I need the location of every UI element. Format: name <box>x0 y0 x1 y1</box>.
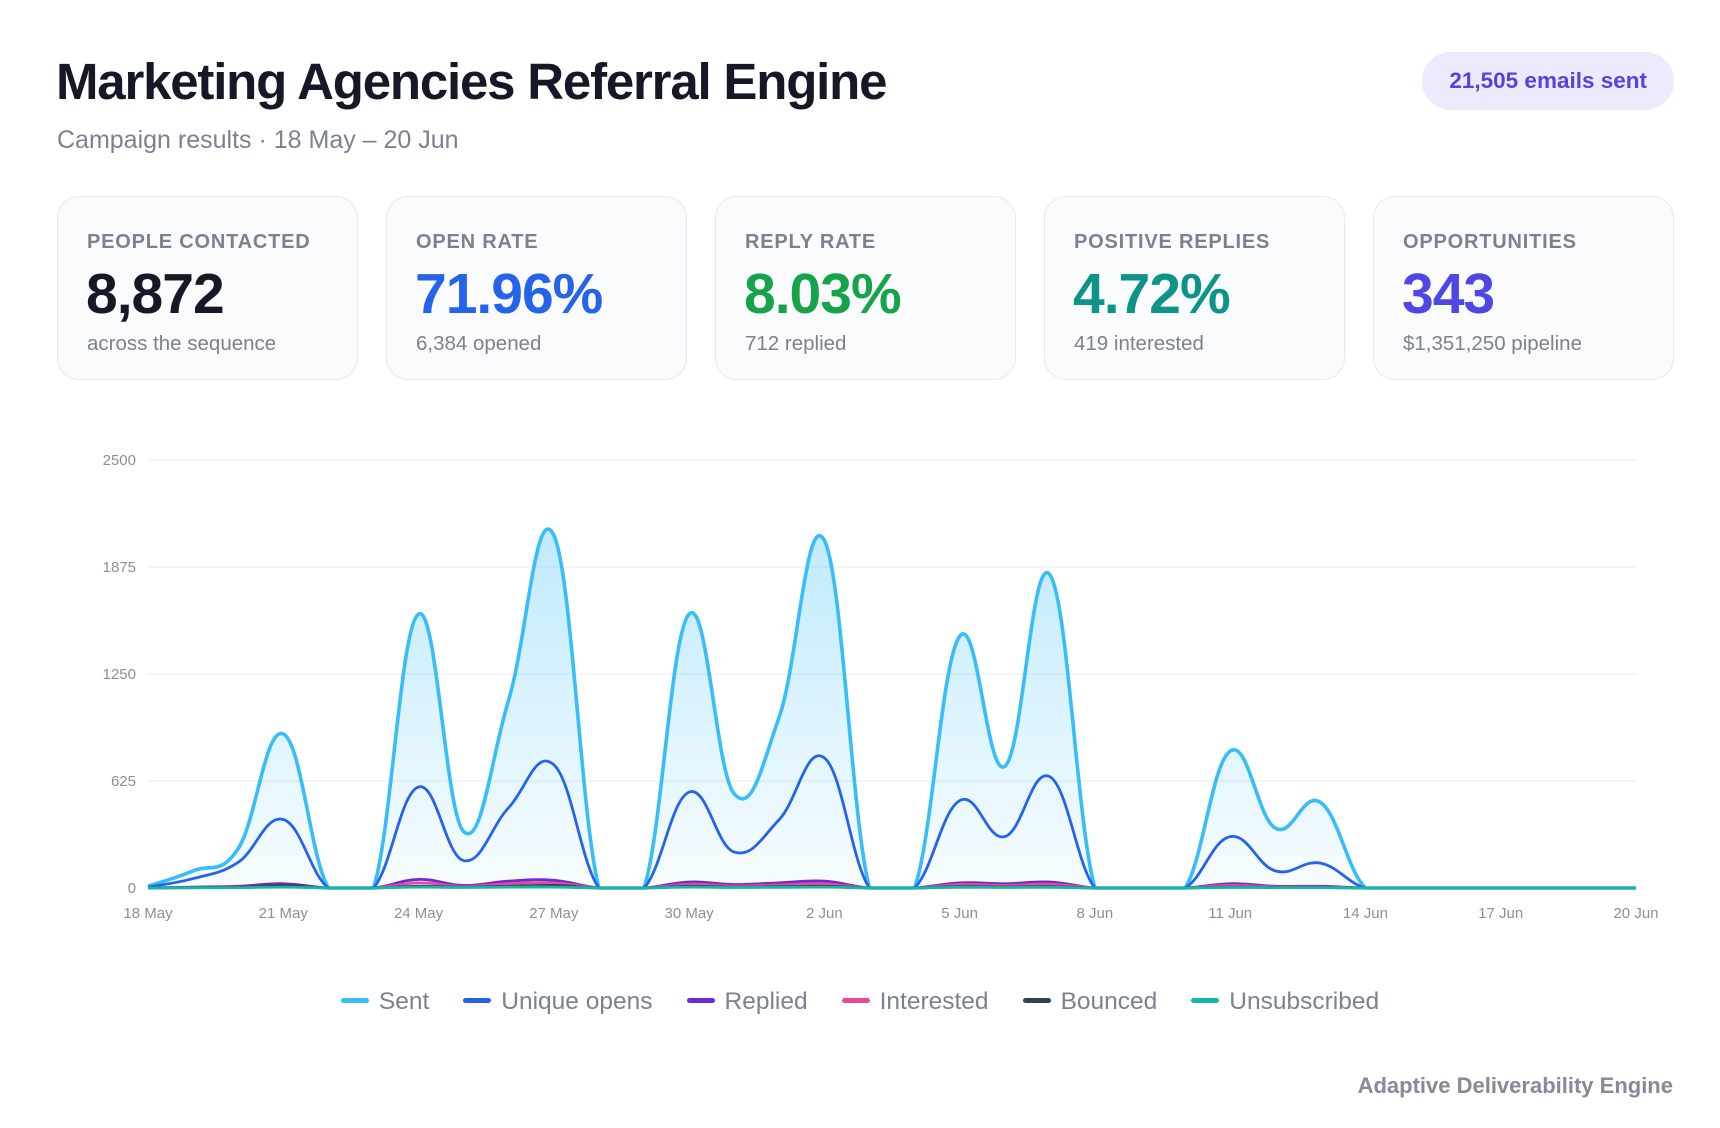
kpi-card-positive-replies: Positive replies 4.72% 419 interested <box>1044 196 1345 380</box>
kpi-value: 8.03% <box>744 262 902 326</box>
x-tick-label: 21 May <box>259 905 309 922</box>
kpi-label: Positive replies <box>1074 231 1271 253</box>
kpi-value: 8,872 <box>86 262 225 326</box>
kpi-value: 4.72% <box>1073 262 1231 326</box>
legend-swatch <box>1022 998 1051 1004</box>
series-line-sent <box>147 527 1636 890</box>
legend-label: Unique opens <box>501 988 653 1015</box>
legend-item-interested[interactable]: Interested <box>841 988 989 1016</box>
y-tick-label: 1250 <box>103 666 136 683</box>
legend-swatch <box>1191 998 1220 1004</box>
kpi-value: 343 <box>1402 262 1495 326</box>
kpi-label: People contacted <box>87 231 311 253</box>
series-line-unique-opens <box>147 754 1636 890</box>
y-tick-label: 625 <box>111 773 136 790</box>
series-line-unsubscribed <box>147 885 1636 890</box>
kpi-card-opportunities: Opportunities 343 $1,351,250 pipeline <box>1373 196 1674 380</box>
x-tick-label: 2 Jun <box>806 905 843 922</box>
kpi-label: Opportunities <box>1403 231 1577 253</box>
y-tick-label: 2500 <box>103 452 136 469</box>
x-tick-label: 27 May <box>529 905 579 922</box>
legend-swatch <box>841 998 870 1004</box>
kpi-value: 71.96% <box>415 262 603 326</box>
legend-swatch <box>463 998 492 1004</box>
kpi-label: Open rate <box>416 231 539 253</box>
kpi-sub: $1,351,250 pipeline <box>1403 332 1582 355</box>
kpi-card-open-rate: Open rate 71.96% 6,384 opened <box>386 196 687 380</box>
legend-label: Replied <box>724 988 808 1015</box>
x-tick-label: 8 Jun <box>1077 905 1114 922</box>
kpi-cards: People contacted 8,872 across the sequen… <box>57 196 1674 382</box>
x-tick-label: 5 Jun <box>941 905 978 922</box>
x-tick-label: 24 May <box>394 905 444 922</box>
legend-item-sent[interactable]: Sent <box>340 988 430 1016</box>
email-activity-chart: 0 625 1250 1875 2500 18 May 21 May 24 May 27 May… <box>103 452 1659 922</box>
kpi-label: Reply rate <box>745 231 876 253</box>
emails-sent-badge: 21,505 emails sent <box>1422 52 1674 110</box>
x-tick-label: 30 May <box>664 905 714 922</box>
y-tick-label: 0 <box>128 880 136 897</box>
chart-legend: Sent Unique opens Replied Interested Bounced… <box>0 988 1720 1016</box>
x-tick-label: 18 May <box>123 905 173 922</box>
kpi-sub: 712 replied <box>745 332 847 355</box>
x-tick-label: 11 Jun <box>1208 905 1252 922</box>
x-tick-label: 14 Jun <box>1343 905 1388 922</box>
y-tick-label: 1875 <box>103 559 136 576</box>
page-title: Marketing Agencies Referral Engine <box>56 53 887 110</box>
legend-item-replied[interactable]: Replied <box>686 988 808 1016</box>
kpi-card-reply-rate: Reply rate 8.03% 712 replied <box>715 196 1016 380</box>
series-area-sent <box>148 529 1636 888</box>
legend-item-unique-opens[interactable]: Unique opens <box>463 988 653 1016</box>
legend-swatch <box>686 998 715 1004</box>
legend-item-bounced[interactable]: Bounced <box>1022 988 1158 1016</box>
kpi-sub: 6,384 opened <box>416 332 542 355</box>
page-subtitle: Campaign results · 18 May – 20 Jun <box>57 126 459 154</box>
legend-label: Interested <box>879 988 989 1015</box>
legend-item-unsubscribed[interactable]: Unsubscribed <box>1191 988 1379 1016</box>
x-tick-label: 20 Jun <box>1613 905 1658 922</box>
legend-label: Sent <box>378 988 430 1015</box>
kpi-sub: across the sequence <box>87 332 277 355</box>
legend-label: Unsubscribed <box>1229 988 1380 1015</box>
kpi-sub: 419 interested <box>1074 332 1204 355</box>
x-tick-label: 17 Jun <box>1478 905 1523 922</box>
legend-swatch <box>340 998 369 1004</box>
legend-label: Bounced <box>1060 988 1158 1015</box>
kpi-card-people-contacted: People contacted 8,872 across the sequen… <box>57 196 358 380</box>
footer-brand: Adaptive Deliverability Engine <box>1357 1073 1673 1098</box>
